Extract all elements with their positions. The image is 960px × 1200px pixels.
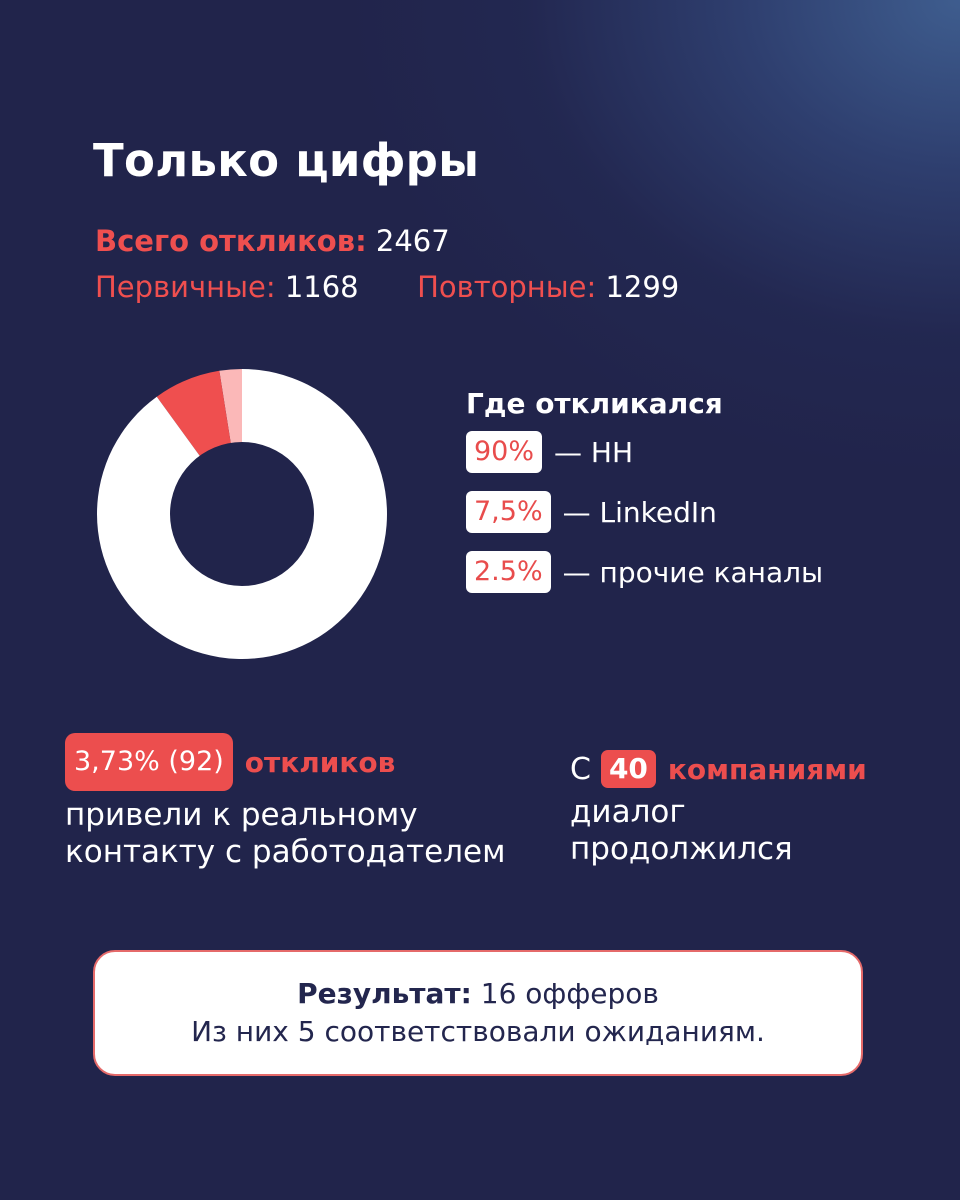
contacts-line-2: контакту с работодателем	[65, 834, 506, 870]
donut-hole	[170, 442, 314, 586]
total-label: Всего откликов:	[95, 224, 367, 258]
legend-item-hh: 90% — HH	[466, 430, 823, 474]
responses-split: Первичные: 1168 Повторные: 1299	[95, 270, 679, 304]
result-card: Результат: 16 офферов Из них 5 соответст…	[93, 950, 863, 1076]
contacts-line-1: привели к реальному	[65, 797, 418, 833]
legend-badge: 2.5%	[466, 551, 551, 593]
companies-prefix: С	[570, 751, 591, 787]
contacts-stat: 3,73% (92) откликов привели к реальному …	[65, 733, 506, 871]
contacts-badge: 3,73% (92)	[65, 733, 233, 791]
contacts-accent: откликов	[244, 745, 396, 779]
contacts-description: привели к реальному контакту с работодат…	[65, 797, 506, 871]
repeat-value: 1299	[605, 270, 680, 304]
donut-chart	[97, 369, 388, 659]
companies-badge: 40	[600, 750, 656, 788]
companies-line-1: диалог	[570, 794, 686, 830]
result-summary: Результат: 16 офферов	[95, 975, 861, 1013]
legend-badge: 90%	[466, 431, 543, 473]
channel-legend: Где откликался 90% — HH 7,5% — LinkedIn …	[466, 387, 823, 610]
legend-label: — LinkedIn	[562, 495, 717, 529]
repeat-label: Повторные:	[417, 270, 597, 304]
companies-stat: С 40 компаниями диалог продолжился	[570, 750, 867, 868]
legend-item-other: 2.5% — прочие каналы	[466, 550, 823, 594]
legend-label: — HH	[554, 435, 634, 469]
companies-accent: компаниями	[667, 752, 867, 786]
legend-label: — прочие каналы	[562, 555, 824, 589]
companies-description: диалог продолжился	[570, 794, 867, 868]
primary-label: Первичные:	[95, 270, 276, 304]
result-label: Результат:	[297, 977, 472, 1010]
total-responses: Всего откликов: 2467	[95, 224, 450, 258]
legend-item-linkedin: 7,5% — LinkedIn	[466, 490, 823, 534]
result-value: 16 офферов	[480, 977, 659, 1010]
primary-value: 1168	[284, 270, 359, 304]
legend-badge: 7,5%	[466, 491, 551, 533]
legend-title: Где откликался	[466, 387, 723, 420]
total-value: 2467	[375, 224, 450, 258]
companies-line-2: продолжился	[570, 831, 793, 867]
page-title: Только цифры	[93, 134, 480, 187]
result-detail: Из них 5 соответствовали ожиданиям.	[191, 1015, 765, 1048]
